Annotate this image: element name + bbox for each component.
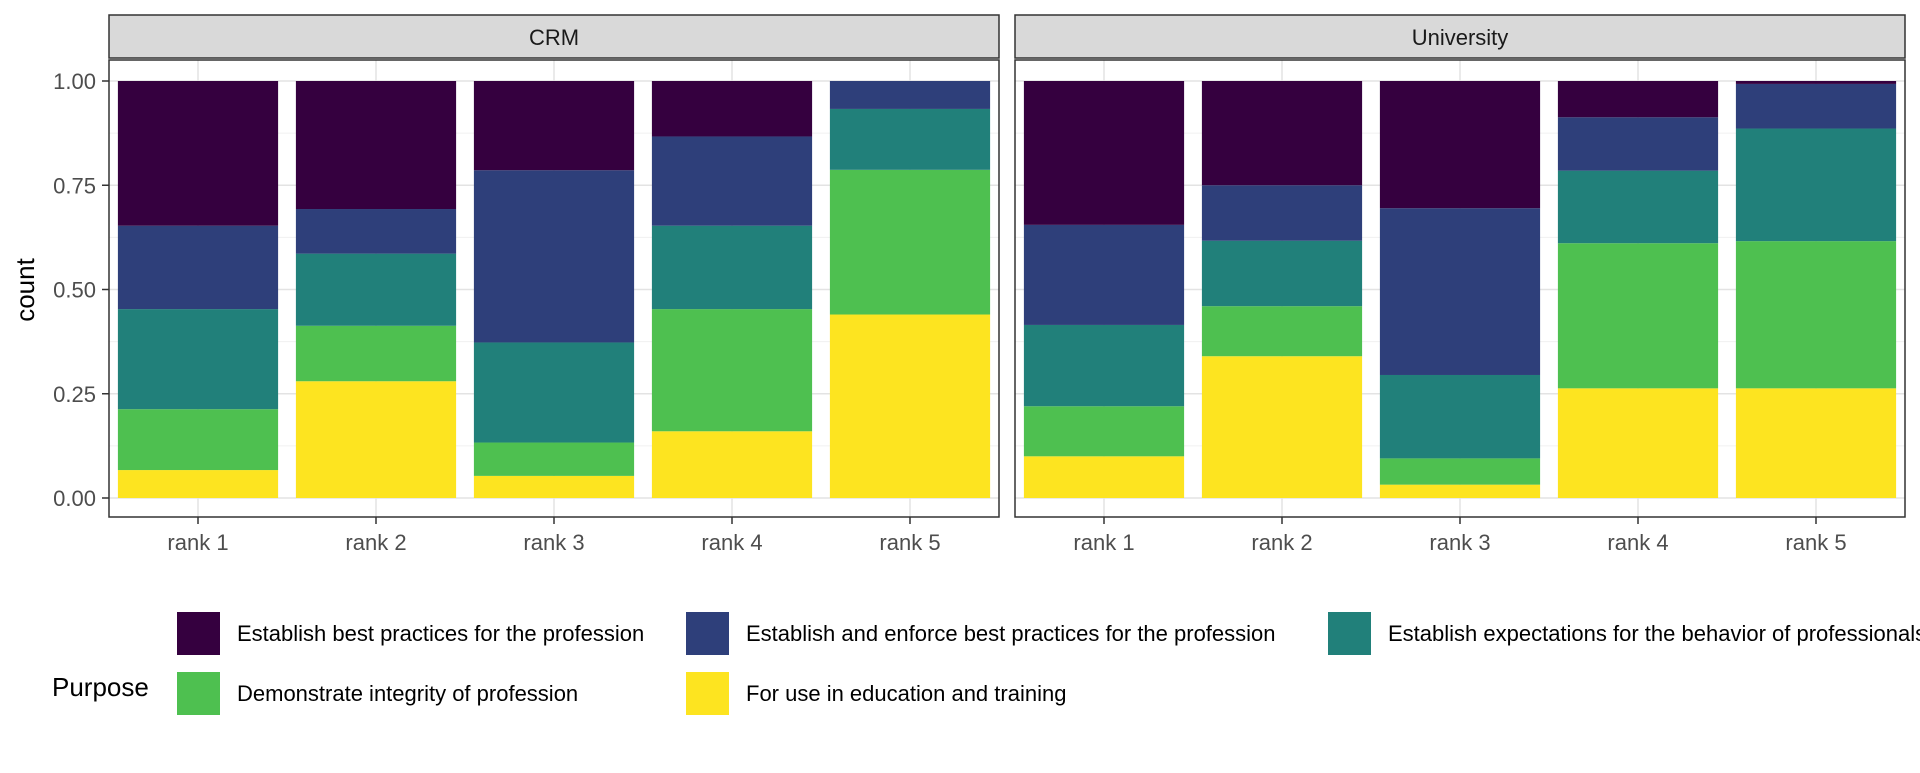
legend-swatch <box>177 612 220 655</box>
y-axis-label: count <box>10 257 40 321</box>
bar-segment <box>1735 83 1897 129</box>
bar-segment <box>473 342 635 443</box>
bar-segment <box>295 81 457 210</box>
legend-title: Purpose <box>52 672 149 702</box>
bar-segment <box>1379 484 1541 498</box>
legend-swatch <box>686 672 729 715</box>
panel-university: University rank 1 rank 2 rank 3 rank 4 rank 5 <box>1014 14 1906 555</box>
legend-item: Establish and enforce best practices for… <box>686 612 1276 655</box>
panel-crm: CRM rank 1 rank 2 rank 3 rank 4 rank 5 0.00 0.2… <box>53 14 1000 555</box>
facet-strip <box>108 14 1000 59</box>
bar-segment <box>1557 81 1719 118</box>
bar-segment <box>1379 374 1541 459</box>
x-tick-label: rank 1 <box>1073 530 1134 555</box>
legend-item: Demonstrate integrity of profession <box>177 672 578 715</box>
bar-segment <box>295 325 457 382</box>
bar-segment <box>651 309 813 432</box>
x-tick-label: rank 1 <box>167 530 228 555</box>
legend-item: Establish best practices for the profess… <box>177 612 644 655</box>
y-tick-label: 0.75 <box>53 173 96 198</box>
legend-item-label: Establish best practices for the profess… <box>237 621 644 646</box>
facet-strip-label: CRM <box>529 25 579 50</box>
bar-segment <box>829 108 991 170</box>
bar-segment <box>1201 306 1363 357</box>
bar-segment <box>651 431 813 498</box>
bar-segment <box>829 314 991 498</box>
bar-segment <box>1201 81 1363 186</box>
bar-segment <box>1023 406 1185 457</box>
bar-segment <box>651 136 813 226</box>
bar-segment <box>473 170 635 343</box>
legend-item: For use in education and training <box>686 672 1066 715</box>
bar-segment <box>1023 324 1185 407</box>
legend-item-label: Establish expectations for the behavior … <box>1388 621 1920 646</box>
bar-segment <box>1379 208 1541 375</box>
x-tick-label: rank 5 <box>1785 530 1846 555</box>
facet-strip <box>1014 14 1906 59</box>
bar-segment <box>1557 388 1719 498</box>
bar-segment <box>1379 81 1541 209</box>
y-tick-label: 1.00 <box>53 69 96 94</box>
bar-segment <box>117 225 279 310</box>
bar-segment <box>1735 81 1897 84</box>
bar-segment <box>1735 241 1897 389</box>
bar-segment <box>117 309 279 410</box>
x-tick-label: rank 5 <box>879 530 940 555</box>
x-tick-label: rank 2 <box>345 530 406 555</box>
bar-segment <box>651 225 813 310</box>
bar-segment <box>651 81 813 137</box>
bar-segment <box>1735 388 1897 498</box>
x-tick-label: rank 3 <box>523 530 584 555</box>
bar-segment <box>473 475 635 498</box>
legend-swatch <box>1328 612 1371 655</box>
bar-segment <box>1201 185 1363 241</box>
legend-item-label: Demonstrate integrity of profession <box>237 681 578 706</box>
bar-segment <box>117 81 279 226</box>
legend-item: Establish expectations for the behavior … <box>1328 612 1920 655</box>
bar-segment <box>829 169 991 315</box>
bar-segment <box>1023 456 1185 498</box>
bar-segment <box>295 381 457 498</box>
bar-segment <box>1023 224 1185 325</box>
x-tick-label: rank 3 <box>1429 530 1490 555</box>
y-tick-label: 0.00 <box>53 486 96 511</box>
bar-segment <box>295 253 457 326</box>
legend: Purpose Establish best practices for the… <box>52 612 1920 715</box>
legend-item-label: For use in education and training <box>746 681 1066 706</box>
bar-segment <box>117 409 279 471</box>
bar-segment <box>1379 458 1541 485</box>
bar-segment <box>1557 170 1719 244</box>
x-tick-label: rank 4 <box>1607 530 1668 555</box>
bar-segment <box>473 81 635 171</box>
bar-segment <box>829 81 991 109</box>
facet-strip-label: University <box>1412 25 1509 50</box>
x-tick-label: rank 2 <box>1251 530 1312 555</box>
y-tick-label: 0.25 <box>53 382 96 407</box>
x-tick-label: rank 4 <box>701 530 762 555</box>
y-tick-label: 0.50 <box>53 278 96 303</box>
bar-segment <box>1023 81 1185 225</box>
bar-segment <box>1201 240 1363 307</box>
bar-segment <box>117 470 279 498</box>
bar-segment <box>1201 356 1363 498</box>
bar-segment <box>1557 117 1719 171</box>
bar-segment <box>1735 128 1897 242</box>
bar-segment <box>1557 243 1719 389</box>
legend-swatch <box>686 612 729 655</box>
bar-segment <box>295 209 457 254</box>
legend-item-label: Establish and enforce best practices for… <box>746 621 1276 646</box>
panels: CRM rank 1 rank 2 rank 3 rank 4 rank 5 0.00 0.2… <box>53 14 1906 555</box>
bar-segment <box>473 442 635 476</box>
legend-swatch <box>177 672 220 715</box>
legend-items: Establish best practices for the profess… <box>177 612 1920 715</box>
